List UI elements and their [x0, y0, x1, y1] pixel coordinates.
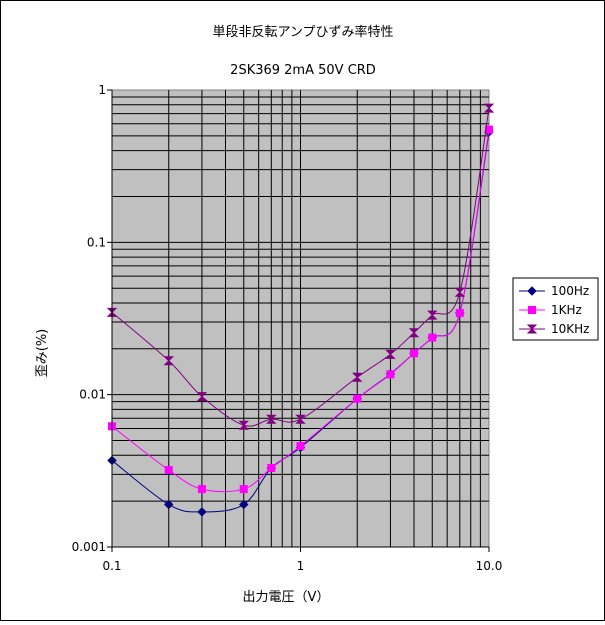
data-point — [427, 310, 438, 320]
legend-marker — [527, 286, 537, 296]
data-point — [164, 499, 174, 510]
legend-entry: 10KHz — [519, 322, 589, 336]
data-point — [408, 328, 420, 338]
y-tick-label: 0.001 — [72, 540, 106, 554]
y-axis-label: 歪み(%) — [35, 329, 50, 378]
series-1khz — [108, 125, 493, 494]
legend-label: 100Hz — [551, 284, 589, 298]
legend: 100Hz 1KHz 10KHz — [512, 277, 599, 341]
x-tick-label: 0.1 — [102, 559, 121, 573]
y-tick-label: 1 — [98, 83, 106, 97]
data-point — [163, 356, 174, 366]
data-point — [409, 349, 418, 358]
y-tick-label: 0.1 — [87, 235, 106, 249]
x-tick-label: 1 — [297, 559, 305, 573]
data-point — [239, 499, 249, 510]
x-axis-label: 出力電圧（V） — [243, 590, 330, 605]
legend-marker — [528, 306, 536, 314]
data-point — [296, 442, 305, 451]
data-point — [428, 333, 437, 342]
data-point — [352, 372, 363, 382]
legend-marker — [526, 324, 538, 334]
series-10khz — [106, 103, 495, 430]
data-point — [266, 414, 277, 424]
data-point — [353, 394, 362, 403]
data-point — [454, 287, 466, 297]
data-point — [197, 507, 207, 517]
legend-box — [512, 277, 599, 341]
data-point — [483, 103, 495, 113]
data-point — [239, 485, 248, 494]
axis-ticks: 1 0.1 0.01 0.001 0.1 1 10.0 — [72, 83, 503, 573]
data-point — [238, 420, 249, 430]
data-point — [455, 308, 464, 317]
series-layer — [106, 103, 495, 517]
legend-entry: 1KHz — [519, 303, 582, 317]
y-tick-label: 0.01 — [79, 388, 106, 402]
chart-title: 単段非反転アンプひずみ率特性 — [212, 24, 393, 40]
legend-entry: 100Hz — [519, 284, 589, 298]
chart-subtitle: 2SK369 2mA 50V CRD — [230, 63, 376, 78]
data-point — [295, 414, 306, 424]
x-tick-label: 10.0 — [476, 559, 503, 573]
data-point — [267, 464, 276, 473]
legend-label: 1KHz — [551, 303, 582, 317]
data-point — [164, 466, 173, 475]
data-point — [197, 485, 206, 494]
data-point — [385, 349, 396, 359]
data-point — [196, 392, 208, 402]
legend-label: 10KHz — [551, 322, 589, 336]
data-point — [386, 370, 395, 379]
